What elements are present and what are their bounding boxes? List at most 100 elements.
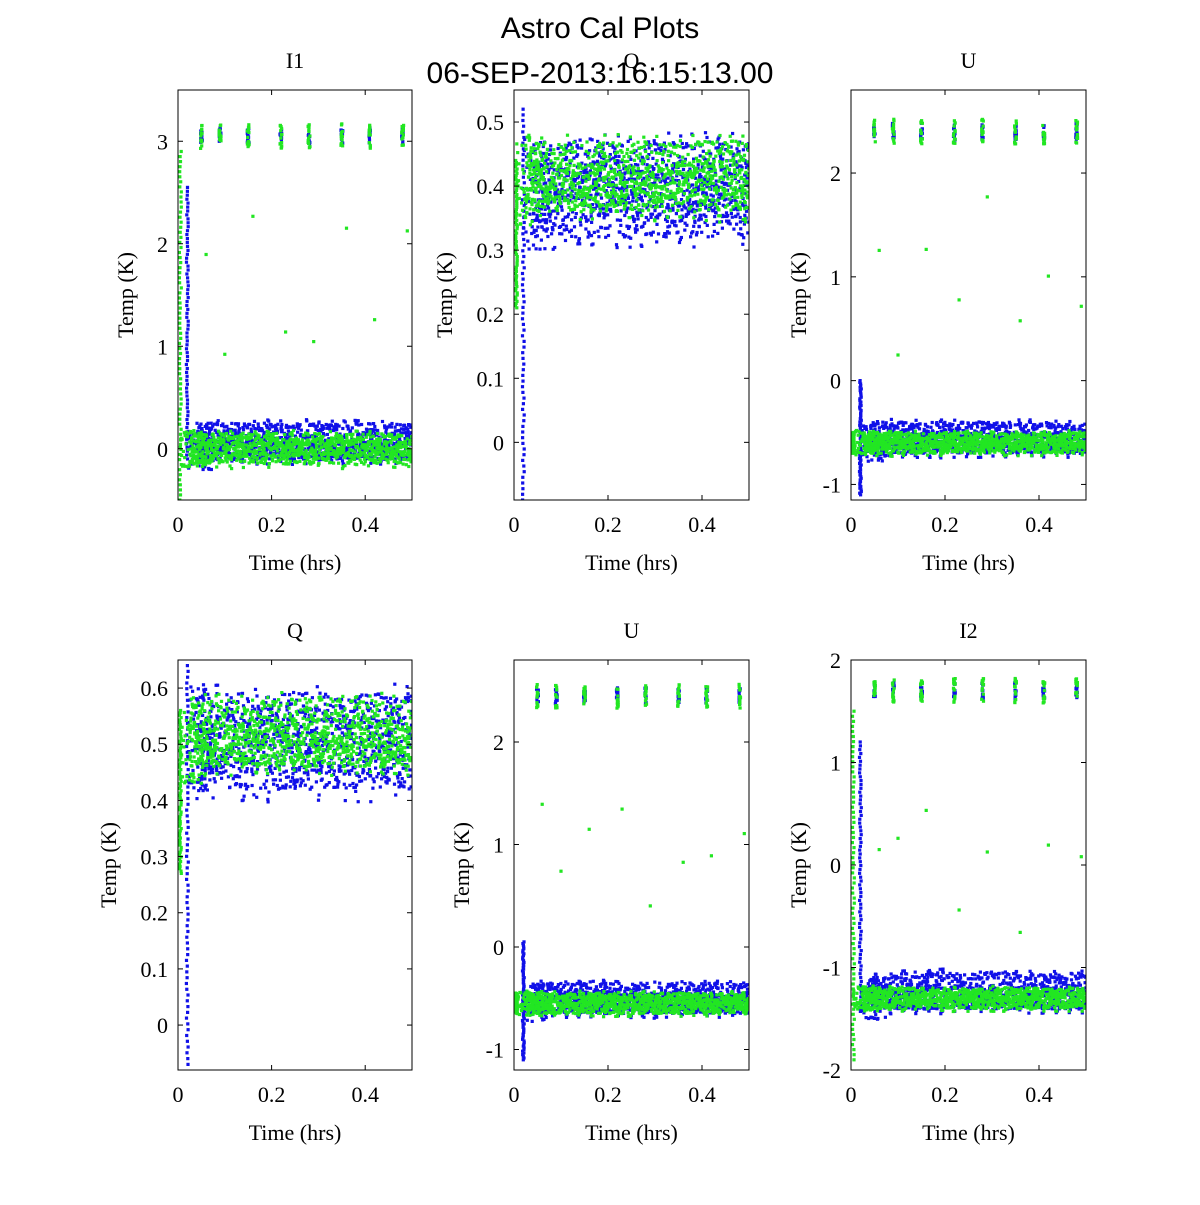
data-point <box>677 161 680 164</box>
data-point <box>210 468 213 471</box>
data-point <box>609 195 612 198</box>
data-point <box>205 253 208 256</box>
data-point <box>624 234 627 237</box>
data-point <box>521 391 524 394</box>
data-point <box>608 155 611 158</box>
data-point <box>730 182 733 185</box>
data-point <box>685 179 688 182</box>
data-point <box>721 165 724 168</box>
data-point <box>521 442 524 445</box>
data-point <box>185 391 188 394</box>
data-point <box>204 456 207 459</box>
data-point <box>522 464 525 467</box>
data-point <box>573 164 576 167</box>
data-point <box>559 162 562 165</box>
data-point <box>726 177 729 180</box>
data-point <box>178 312 181 315</box>
data-point <box>579 218 582 221</box>
data-point <box>523 300 526 303</box>
data-point <box>521 130 524 133</box>
data-point <box>667 132 670 135</box>
data-point <box>394 426 397 429</box>
data-point <box>185 335 188 338</box>
data-point <box>618 143 621 146</box>
data-point <box>666 183 669 186</box>
data-point <box>231 432 234 435</box>
data-point <box>218 134 221 137</box>
data-point <box>715 186 718 189</box>
data-point <box>729 135 732 138</box>
data-point <box>635 224 638 227</box>
data-point <box>186 292 189 295</box>
data-point <box>588 190 591 193</box>
data-point <box>368 124 371 127</box>
data-point <box>574 188 577 191</box>
data-point <box>307 129 310 132</box>
data-point <box>570 229 573 232</box>
data-point <box>624 171 627 174</box>
data-point <box>675 212 678 215</box>
data-point <box>521 261 524 264</box>
data-point <box>728 168 731 171</box>
data-point <box>573 208 576 211</box>
data-point <box>239 456 242 459</box>
data-point <box>267 466 270 469</box>
data-point <box>666 190 669 193</box>
data-point <box>403 454 406 457</box>
data-point <box>200 124 203 127</box>
data-point <box>241 439 244 442</box>
data-point <box>664 145 667 148</box>
data-point <box>209 439 212 442</box>
data-point <box>531 182 534 185</box>
data-point <box>581 195 584 198</box>
data-point <box>332 462 335 465</box>
data-point <box>647 209 650 212</box>
data-point <box>536 214 539 217</box>
data-point <box>691 183 694 186</box>
data-point <box>279 458 282 461</box>
data-point <box>637 156 640 159</box>
data-point <box>603 152 606 155</box>
data-point <box>578 237 581 240</box>
data-point <box>522 188 525 191</box>
data-point <box>654 178 657 181</box>
data-point <box>735 223 738 226</box>
data-point <box>180 402 183 405</box>
data-point <box>373 318 376 321</box>
data-point <box>667 159 670 162</box>
data-point <box>521 425 524 428</box>
data-point <box>279 419 282 422</box>
data-point <box>558 197 561 200</box>
data-point <box>179 246 182 249</box>
data-point <box>595 151 598 154</box>
data-point <box>528 207 531 210</box>
data-point <box>700 184 703 187</box>
data-point <box>282 438 285 441</box>
data-point <box>528 153 531 156</box>
data-point <box>523 447 526 450</box>
data-point <box>565 156 568 159</box>
data-point <box>585 171 588 174</box>
data-point <box>574 150 577 153</box>
data-point <box>592 208 595 211</box>
data-point <box>637 204 640 207</box>
data-point <box>521 357 524 360</box>
data-point <box>727 220 730 223</box>
data-point <box>614 155 617 158</box>
data-point <box>199 434 202 437</box>
data-point <box>729 159 732 162</box>
data-point <box>569 192 572 195</box>
data-point <box>402 143 405 146</box>
data-point <box>406 427 409 430</box>
data-point <box>525 212 528 215</box>
data-point <box>705 219 708 222</box>
data-point <box>656 173 659 176</box>
data-point <box>657 192 660 195</box>
data-point <box>618 166 621 169</box>
data-point <box>714 155 717 158</box>
data-point <box>185 272 188 275</box>
data-point <box>178 418 181 421</box>
series-blue <box>521 108 751 502</box>
data-point <box>679 134 682 137</box>
data-point <box>677 164 680 167</box>
